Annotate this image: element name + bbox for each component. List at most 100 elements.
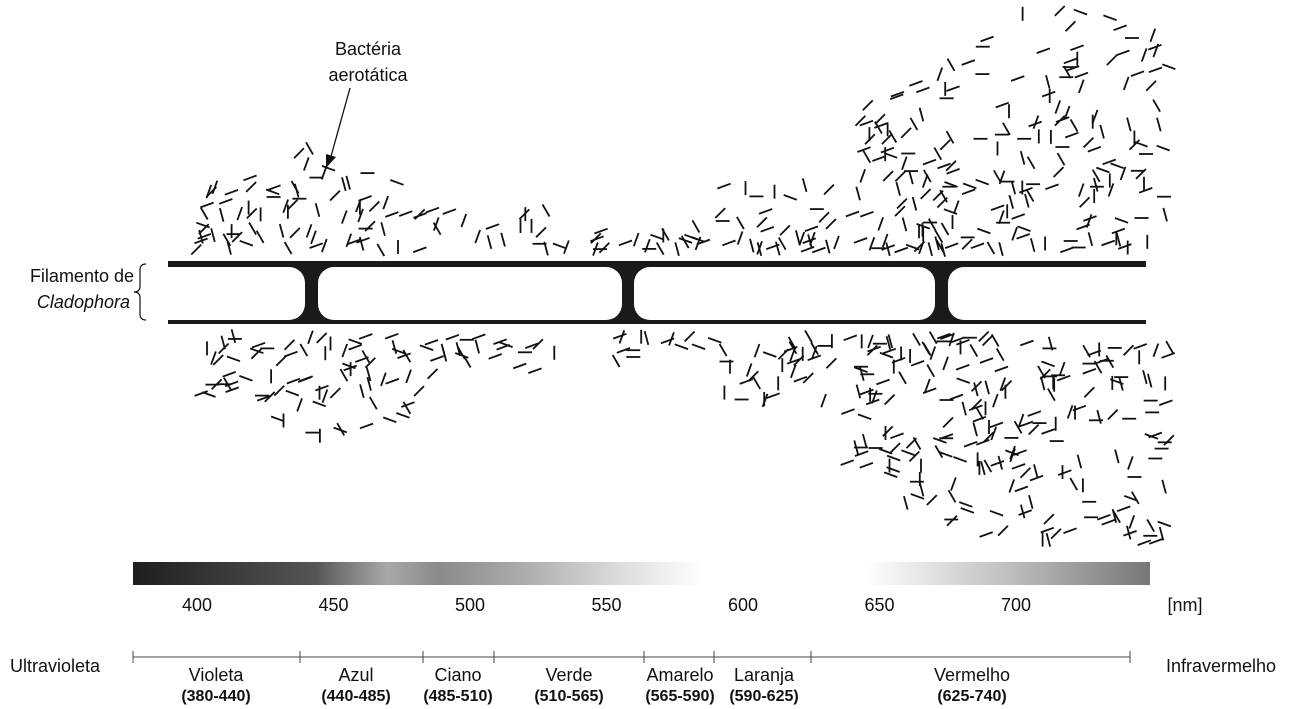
bacterium: [915, 86, 930, 94]
bacterium: [843, 334, 858, 342]
bacterium: [1158, 526, 1165, 541]
bacterium: [691, 236, 706, 243]
bacterium: [736, 216, 745, 230]
bacterium: [674, 242, 680, 257]
bacterium: [934, 229, 944, 243]
bacterium: [1064, 20, 1077, 32]
spectrum-right: Infravermelho: [1166, 656, 1276, 676]
brace: [133, 263, 147, 321]
bacterium: [440, 343, 447, 358]
bacterium: [926, 364, 935, 378]
bacterium: [918, 107, 925, 122]
bacterium: [1101, 519, 1116, 526]
bacterium: [976, 227, 991, 235]
bacterium: [1001, 379, 1013, 392]
bacterium: [1082, 136, 1095, 149]
bacterium: [1083, 386, 1095, 398]
bacterium: [990, 204, 1005, 211]
bacterium: [1052, 166, 1065, 178]
bacterium: [896, 197, 908, 210]
bacterium: [833, 235, 840, 250]
bacterium: [255, 230, 265, 244]
bacterium: [364, 357, 376, 369]
bacterium: [945, 130, 955, 144]
bacterium: [756, 240, 763, 255]
bacterium: [912, 436, 922, 450]
bacterium: [761, 393, 769, 408]
bacterium: [942, 416, 954, 429]
bacterium: [618, 329, 626, 344]
bacterium: [246, 207, 258, 220]
bacterium: [366, 376, 372, 391]
band-range: (510-565): [534, 688, 603, 705]
bacterium: [321, 165, 336, 172]
bacterium: [442, 208, 457, 215]
bacterium: [1126, 525, 1132, 540]
bacterium: [678, 237, 693, 244]
bacterium: [691, 343, 706, 350]
bacterium: [936, 332, 951, 340]
bacterium: [879, 351, 894, 359]
bacterium: [696, 238, 711, 246]
bacterium: [680, 235, 690, 249]
bacterium: [938, 451, 953, 458]
bacterium: [1148, 66, 1163, 74]
bacterium: [316, 332, 328, 344]
bacterium: [329, 387, 341, 399]
bacterium: [804, 329, 813, 343]
scale-label: 550: [591, 595, 621, 615]
bacterium: [345, 233, 353, 248]
annotation: aerotática: [328, 65, 408, 85]
bacterium: [230, 329, 237, 344]
bacterium: [256, 395, 271, 402]
bacterium: [1122, 344, 1135, 356]
scale-label: 400: [182, 595, 212, 615]
bacterium: [220, 335, 226, 350]
bacterium: [961, 59, 976, 66]
bacterium: [1037, 365, 1046, 379]
bacterium: [1103, 14, 1117, 22]
bacterium: [1017, 413, 1025, 428]
bacterium: [975, 439, 990, 446]
bacterium: [958, 501, 973, 508]
bacterium: [382, 416, 397, 424]
bacterium: [857, 413, 872, 421]
band-name: Vermelho: [934, 665, 1010, 685]
bacterium: [986, 241, 996, 255]
band-range: (625-740): [937, 688, 1006, 705]
bacterium: [361, 349, 371, 363]
bacterium: [226, 355, 241, 363]
bacterium: [248, 222, 257, 236]
bacterium: [855, 384, 862, 399]
bacterium: [402, 349, 412, 363]
bacterium: [359, 422, 374, 430]
bacterium: [874, 121, 883, 135]
bacterium: [823, 183, 835, 196]
bacterium: [1148, 538, 1163, 545]
bacterium: [445, 333, 460, 341]
bacterium: [205, 184, 213, 199]
bacterium: [889, 93, 904, 101]
bacterium: [921, 341, 931, 355]
bacterium: [882, 347, 897, 355]
bacterium: [345, 175, 351, 190]
bacterium: [807, 234, 813, 249]
bacterium: [289, 227, 301, 239]
bacterium: [946, 58, 956, 72]
bacterium: [901, 449, 915, 456]
bacterium: [348, 343, 363, 351]
bacterium: [1040, 526, 1055, 534]
bacterium: [222, 233, 232, 247]
bacterium: [273, 385, 285, 397]
bacterium: [888, 129, 898, 143]
band-range: (485-510): [423, 688, 492, 705]
bacterium: [1161, 479, 1167, 494]
bacterium: [881, 233, 889, 248]
bacterium: [886, 454, 901, 462]
bacterium: [894, 205, 906, 217]
bacterium: [1156, 117, 1162, 132]
bacterium: [921, 174, 929, 188]
bacterium: [612, 332, 627, 340]
bacterium: [753, 343, 761, 358]
bacterium: [777, 348, 789, 360]
